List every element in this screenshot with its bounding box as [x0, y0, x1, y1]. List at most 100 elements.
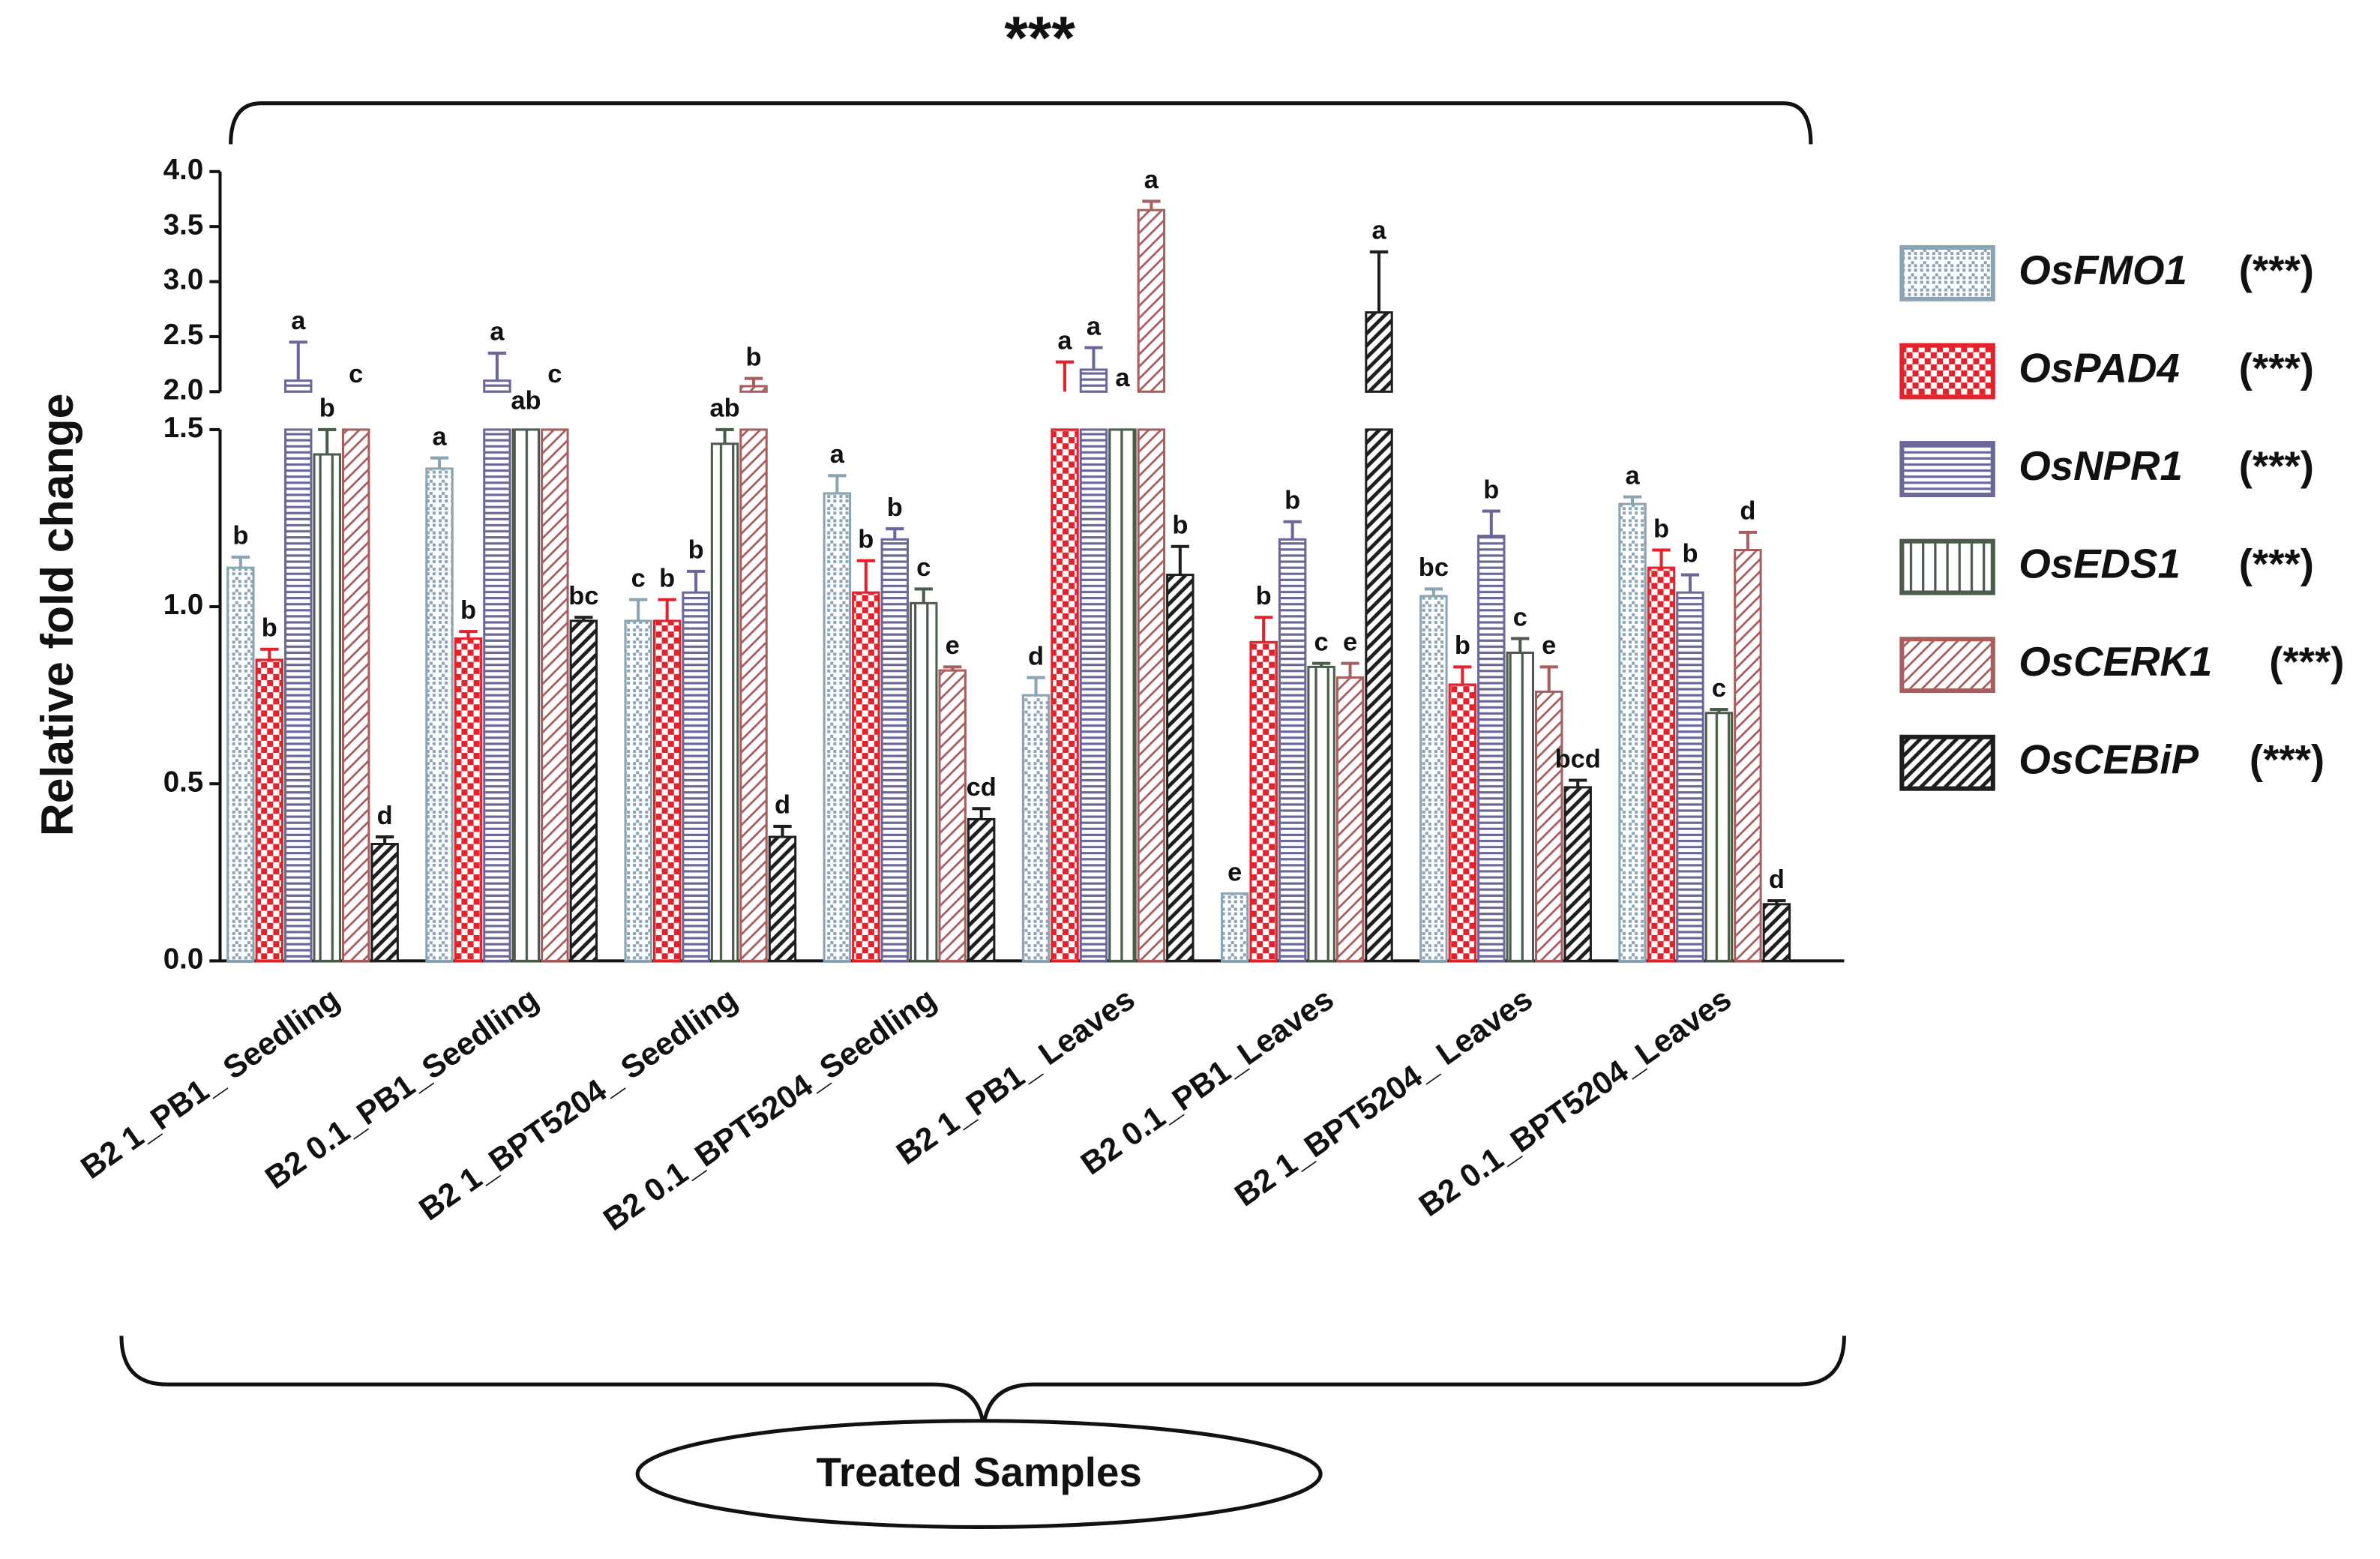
- bar: [1108, 428, 1137, 962]
- bar: [768, 835, 797, 962]
- significance-letter: e: [1343, 628, 1357, 656]
- y-tick-label: 3.0: [163, 264, 203, 296]
- significance-letter: b: [887, 493, 903, 522]
- significance-letter: e: [946, 631, 960, 660]
- legend-swatch: [1899, 441, 1995, 497]
- bar: [226, 566, 255, 962]
- legend-significance: (***): [2250, 737, 2325, 783]
- significance-letter: b: [659, 564, 675, 592]
- y-tick-label: 1.5: [163, 412, 203, 444]
- bar: [1762, 903, 1791, 962]
- significance-letter: e: [1227, 858, 1242, 886]
- significance-letter: c: [547, 360, 562, 388]
- significance-letter: d: [1028, 642, 1044, 670]
- significance-letter: bc: [568, 582, 598, 610]
- significance-letter: c: [631, 564, 646, 592]
- bar: [880, 538, 910, 962]
- y-tick-label: 2.5: [163, 319, 203, 351]
- legend-label: OsCERK1: [2019, 639, 2212, 685]
- bar: [483, 428, 511, 962]
- significance-letter: a: [490, 318, 505, 346]
- significance-letter: a: [1087, 312, 1102, 340]
- bar: [1137, 428, 1166, 962]
- bar: [569, 619, 598, 962]
- significance-letter: d: [775, 791, 790, 820]
- bar: [541, 428, 569, 962]
- bar: [1419, 595, 1448, 962]
- bar: [910, 601, 938, 962]
- bar: [710, 442, 739, 962]
- legend-significance: (***): [2239, 443, 2314, 489]
- significance-annotation: ***: [1004, 4, 1075, 72]
- y-tick-label: 0.5: [163, 766, 203, 798]
- bar: [511, 428, 541, 962]
- x-axis-label: Treated Samples: [816, 1450, 1141, 1495]
- bar: [1676, 591, 1704, 962]
- bar: [1307, 665, 1335, 962]
- bar: [454, 637, 483, 962]
- significance-letter: b: [1455, 631, 1470, 660]
- legend-label: OsPAD4: [2019, 345, 2180, 391]
- bar-upper: [483, 379, 511, 393]
- significance-letter: ab: [709, 394, 739, 423]
- significance-letter: a: [1144, 166, 1159, 194]
- bar: [1506, 651, 1534, 962]
- significance-letter: d: [1769, 865, 1785, 894]
- significance-letter: b: [1653, 514, 1669, 543]
- bar: [370, 843, 399, 962]
- x-tick-label: B2 0.1_BPT5204_Seedling: [598, 982, 943, 1238]
- significance-letter: b: [1483, 475, 1499, 504]
- bar: [1021, 694, 1051, 962]
- significance-letter: b: [1284, 486, 1300, 514]
- significance-letter: d: [377, 802, 393, 830]
- legend-label: OsNPR1: [2019, 443, 2183, 489]
- significance-letter: b: [319, 394, 335, 423]
- legend-label: OsEDS1: [2019, 541, 2181, 587]
- bar: [1249, 640, 1278, 962]
- bar: [313, 453, 341, 962]
- bar: [1166, 574, 1194, 962]
- significance-letter: a: [1371, 217, 1386, 245]
- bar: [1220, 892, 1249, 962]
- significance-letter: a: [1625, 461, 1640, 490]
- significance-letter: c: [1314, 628, 1329, 656]
- top-brace: [229, 101, 1813, 145]
- bar: [823, 492, 852, 962]
- significance-letter: bc: [1419, 553, 1449, 582]
- bar: [1051, 428, 1079, 962]
- bar: [255, 658, 284, 962]
- significance-letter: a: [1115, 364, 1130, 392]
- bar: [1618, 502, 1647, 962]
- y-tick-label: 4.0: [163, 154, 203, 186]
- bar: [425, 467, 454, 962]
- y-tick-label: 2.0: [163, 373, 203, 406]
- bar-upper: [1079, 368, 1108, 393]
- bar: [1278, 538, 1307, 962]
- y-axis-label: Relative fold change: [31, 394, 82, 836]
- legend-swatch: [1899, 637, 1995, 694]
- legend-label: OsCEBiP: [2019, 737, 2199, 783]
- bar: [1079, 428, 1108, 962]
- significance-letter: a: [432, 422, 447, 451]
- significance-letter: b: [1172, 511, 1188, 540]
- legend-label: OsFMO1: [2019, 247, 2187, 293]
- significance-letter: a: [1057, 326, 1072, 355]
- significance-letter: c: [916, 553, 931, 582]
- significance-letter: ab: [511, 387, 541, 415]
- x-tick-label: B2 0.1_BPT5204_Leaves: [1413, 982, 1737, 1224]
- x-tick-label: B2 1_BPT5204_ Seedling: [413, 982, 744, 1228]
- significance-letter: b: [688, 536, 704, 565]
- bar: [1734, 548, 1762, 962]
- bar: [1704, 712, 1734, 962]
- bar: [682, 591, 710, 962]
- legend-significance: (***): [2239, 247, 2314, 293]
- bar: [1365, 428, 1393, 962]
- legend-swatch: [1899, 244, 1995, 301]
- bar-upper: [1137, 208, 1166, 393]
- significance-letter: d: [1740, 497, 1755, 526]
- bar: [1477, 535, 1506, 962]
- significance-letter: b: [1256, 582, 1272, 610]
- bar: [624, 619, 652, 962]
- bar: [1563, 786, 1592, 962]
- bar: [652, 619, 682, 962]
